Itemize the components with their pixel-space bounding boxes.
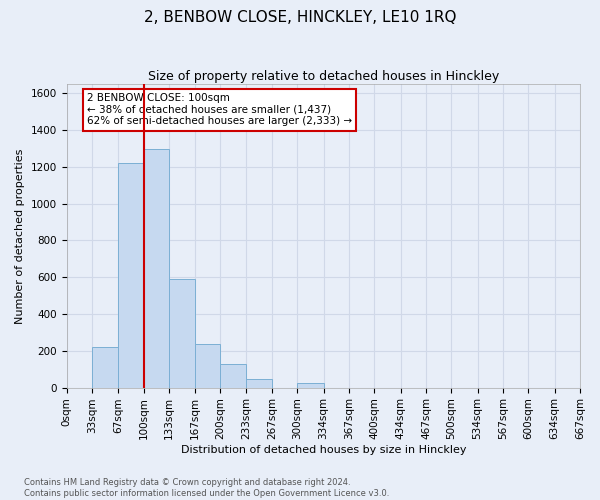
Bar <box>118 163 143 388</box>
Text: Contains HM Land Registry data © Crown copyright and database right 2024.
Contai: Contains HM Land Registry data © Crown c… <box>24 478 389 498</box>
Text: 2, BENBOW CLOSE, HINCKLEY, LE10 1RQ: 2, BENBOW CLOSE, HINCKLEY, LE10 1RQ <box>144 10 456 25</box>
Bar <box>246 379 272 388</box>
Bar <box>298 383 323 388</box>
Bar <box>220 364 246 388</box>
X-axis label: Distribution of detached houses by size in Hinckley: Distribution of detached houses by size … <box>181 445 466 455</box>
Bar <box>143 150 169 388</box>
Bar <box>92 347 118 388</box>
Bar <box>169 279 195 388</box>
Y-axis label: Number of detached properties: Number of detached properties <box>15 148 25 324</box>
Text: 2 BENBOW CLOSE: 100sqm
← 38% of detached houses are smaller (1,437)
62% of semi-: 2 BENBOW CLOSE: 100sqm ← 38% of detached… <box>87 94 352 126</box>
Bar <box>195 344 220 388</box>
Title: Size of property relative to detached houses in Hinckley: Size of property relative to detached ho… <box>148 70 499 83</box>
